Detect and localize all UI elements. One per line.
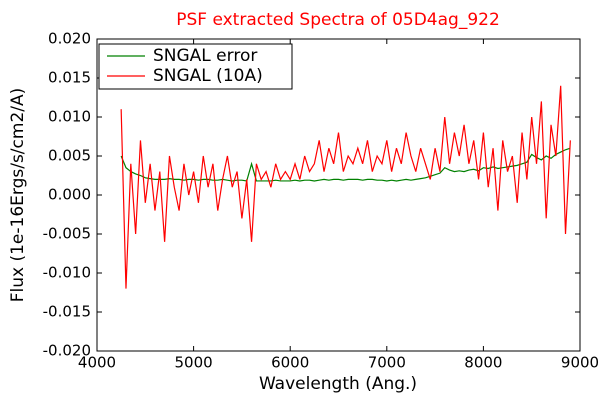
- x-axis-label: Wavelength (Ang.): [259, 374, 417, 394]
- data-line: [120, 85, 571, 289]
- y-tick-label: 0.015: [48, 69, 91, 87]
- y-tick-label: -0.010: [43, 264, 91, 282]
- x-tick-label: 4000: [78, 354, 116, 372]
- x-tick-label: 5000: [175, 354, 213, 372]
- y-tick-label: -0.015: [43, 303, 91, 321]
- y-tick-label: 0.010: [48, 108, 91, 126]
- y-tick-label: 0.020: [48, 30, 91, 48]
- y-tick-label: -0.005: [43, 225, 91, 243]
- legend-label: SNGAL error: [153, 46, 257, 66]
- y-tick-label: 0.000: [48, 186, 91, 204]
- y-tick-label: -0.020: [43, 342, 91, 360]
- chart-title: PSF extracted Spectra of 05D4ag_922: [176, 10, 500, 30]
- x-tick-label: 9000: [561, 354, 599, 372]
- x-tick-label: 6000: [271, 354, 309, 372]
- y-tick-label: 0.005: [48, 147, 91, 165]
- x-tick-label: 7000: [368, 354, 406, 372]
- data-line: [120, 147, 571, 182]
- x-tick-label: 8000: [464, 354, 502, 372]
- legend-label: SNGAL (10A): [153, 66, 263, 86]
- legend-box: [98, 43, 293, 90]
- y-axis-label: Flux (1e-16Ergs/s/cm2/A): [8, 88, 28, 303]
